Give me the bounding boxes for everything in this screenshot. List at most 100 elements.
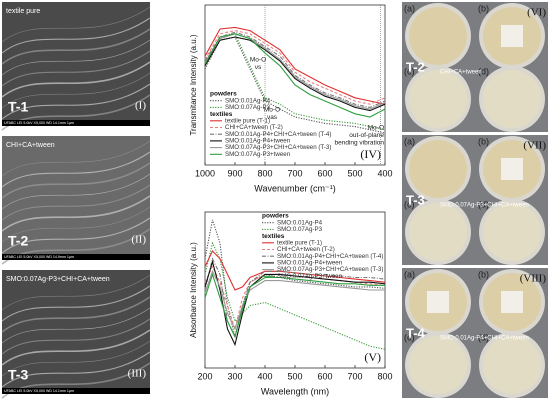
sem-caption: SMO:0.07Ag-P3+CHI+CA+tween bbox=[6, 276, 110, 283]
sem-sample: T-1 bbox=[8, 99, 28, 115]
petri-letter: (b) bbox=[478, 3, 489, 13]
series-line bbox=[204, 269, 385, 331]
legend-label: SMO:0.07Ag-P3 bbox=[225, 104, 271, 111]
fiber-texture bbox=[1, 39, 151, 76]
legend-label: SMO:0.07Ag-P3+CHI+CA+tween (T-3) bbox=[277, 266, 383, 273]
x-tick-label: 600 bbox=[317, 371, 332, 381]
fiber-texture bbox=[1, 140, 151, 177]
x-tick-label: 700 bbox=[347, 371, 362, 381]
legend-group: powders bbox=[210, 91, 237, 98]
fiber-texture bbox=[1, 351, 151, 388]
x-tick-label: 900 bbox=[227, 168, 242, 178]
petri-roman: (VII) bbox=[523, 140, 546, 152]
fiber-texture bbox=[1, 6, 151, 43]
x-tick-label: 800 bbox=[257, 168, 272, 178]
fiber-texture bbox=[1, 307, 151, 344]
x-tick-label: 200 bbox=[197, 371, 212, 381]
fiber-texture bbox=[1, 217, 151, 254]
fiber-texture bbox=[1, 162, 151, 199]
sem-caption: CHI+CA+tween bbox=[6, 142, 55, 149]
petri-letter: (b) bbox=[478, 269, 489, 279]
sem-info-bar bbox=[2, 254, 150, 260]
petri-letter: (b) bbox=[478, 136, 489, 146]
legend-label: SMO:0.01Ag-P4+tween bbox=[277, 260, 343, 267]
x-tick-label: 300 bbox=[227, 371, 242, 381]
petri-dish-agar bbox=[409, 203, 467, 261]
series-line bbox=[204, 30, 386, 105]
fiber-texture bbox=[1, 274, 151, 311]
legend-group: powders bbox=[262, 213, 289, 220]
petri-letter: (a) bbox=[404, 3, 415, 13]
fiber-texture bbox=[1, 318, 151, 355]
legend-label: CHI+CA+tween (T-2) bbox=[277, 246, 335, 253]
annotation: νas bbox=[267, 114, 278, 121]
petri-dish-agar bbox=[409, 7, 467, 65]
petri-letter: (c) bbox=[404, 199, 415, 209]
legend-label: textile pure (T-1) bbox=[225, 117, 270, 124]
x-tick-label: 500 bbox=[347, 168, 362, 178]
textile-sample bbox=[427, 291, 449, 313]
x-tick-label: 500 bbox=[287, 371, 302, 381]
petri-dish-agar bbox=[483, 336, 541, 394]
legend-label: SMO:0.07Ag-P3 bbox=[277, 226, 323, 233]
legend-group: textiles bbox=[210, 111, 233, 118]
series-line bbox=[204, 33, 386, 118]
annotation: Mo-O bbox=[264, 107, 280, 114]
x-tick-label: 400 bbox=[257, 371, 272, 381]
sem-footer: UFABC LEI 5.0kV X5,000 WD 14.1mm 1μm bbox=[4, 389, 74, 393]
fiber-texture bbox=[1, 184, 151, 221]
legend-label: textile pure (T-1) bbox=[277, 239, 322, 246]
petri-sample: T-2 bbox=[406, 59, 425, 74]
sem-footer: UFABC LEI 5.0kV X5,000 WD 14.9mm 1μm bbox=[4, 255, 74, 259]
petri-dish-agar bbox=[483, 203, 541, 261]
annotation: bending vibration bbox=[334, 140, 384, 147]
petri-sample: T-4 bbox=[406, 325, 426, 340]
petri-dish-agar bbox=[483, 70, 541, 128]
petri-letter: (a) bbox=[404, 269, 415, 279]
series-line bbox=[204, 250, 386, 291]
legend-label: SMO:0.07Ag-P3+tween bbox=[225, 151, 291, 158]
petri-caption: SMO:0.01Ag-P4+CHI+CA+tween bbox=[440, 336, 529, 342]
x-axis-label: Wavenumber (cm⁻¹) bbox=[254, 183, 335, 193]
fiber-texture bbox=[1, 61, 151, 98]
fiber-texture bbox=[1, 173, 151, 210]
legend-label: SMO:0.01Ag-P4+tween bbox=[225, 138, 291, 145]
legend-label: SMO:0.01Ag-P4+CHI+CA+tween (T-4) bbox=[225, 131, 331, 138]
petri-letter: (c) bbox=[404, 66, 415, 76]
textile-sample bbox=[501, 158, 523, 180]
legend-group: textiles bbox=[262, 233, 285, 240]
petri-letter: (d) bbox=[478, 199, 489, 209]
fiber-texture bbox=[1, 329, 151, 366]
legend-label: SMO:0.01Ag-P4+CHI+CA+tween (T-4) bbox=[277, 253, 383, 260]
series-line bbox=[204, 257, 386, 339]
fiber-texture bbox=[1, 50, 151, 87]
fiber-texture bbox=[1, 28, 151, 65]
sem-info-bar bbox=[2, 120, 150, 126]
petri-dish-agar bbox=[409, 336, 467, 394]
series-line bbox=[204, 26, 386, 105]
petri-letter: (a) bbox=[404, 136, 415, 146]
x-tick-label: 600 bbox=[317, 168, 332, 178]
panel-label: (IV) bbox=[360, 147, 381, 161]
panel-label: (V) bbox=[364, 350, 381, 364]
fiber-texture bbox=[1, 83, 151, 120]
x-axis-label: Wavelength (nm) bbox=[261, 386, 329, 396]
sem-roman: (I) bbox=[135, 100, 146, 112]
fiber-texture bbox=[1, 195, 151, 232]
petri-dish-agar bbox=[409, 70, 467, 128]
petri-letter: (d) bbox=[478, 66, 489, 76]
annotation: Mo-O bbox=[368, 125, 384, 132]
series-line bbox=[204, 36, 386, 112]
fiber-texture bbox=[1, 17, 151, 54]
x-tick-label: 700 bbox=[287, 168, 302, 178]
petri-dish-agar bbox=[409, 140, 467, 198]
legend-label: SMO:0.01Ag-P4 bbox=[225, 97, 271, 104]
y-axis-label: Transmitance Intensity (a.u.) bbox=[189, 34, 198, 135]
series-line bbox=[204, 241, 386, 350]
sem-roman: (III) bbox=[128, 368, 147, 380]
petri-roman: (VIII) bbox=[520, 273, 547, 285]
annotation: Mo-O bbox=[250, 57, 266, 64]
sem-sample: T-3 bbox=[8, 367, 28, 383]
fiber-texture bbox=[1, 206, 151, 243]
